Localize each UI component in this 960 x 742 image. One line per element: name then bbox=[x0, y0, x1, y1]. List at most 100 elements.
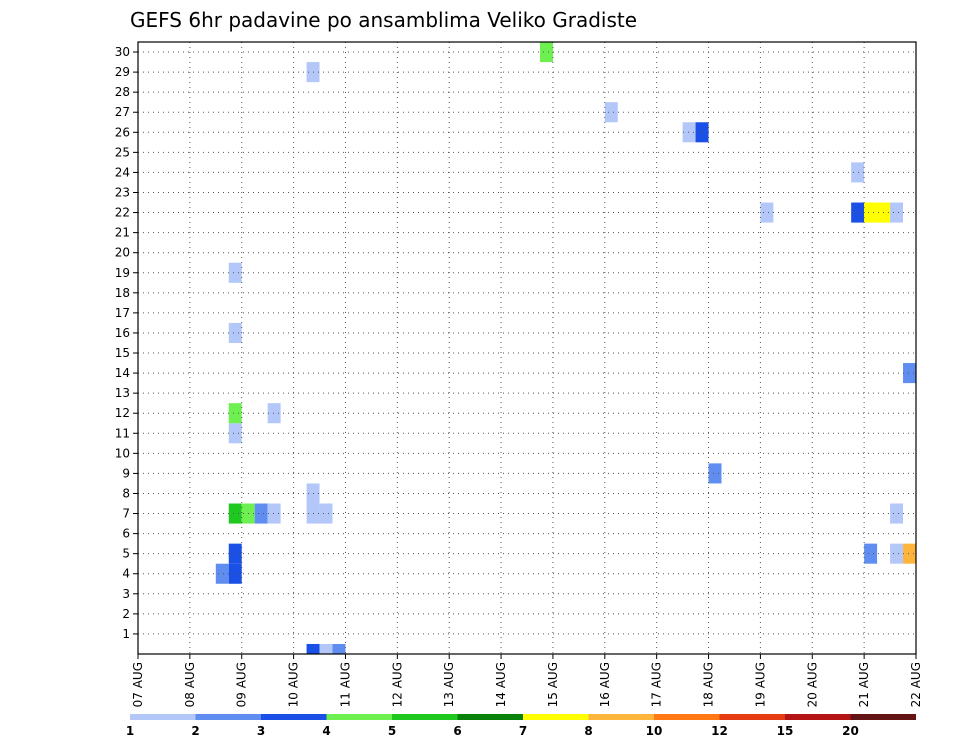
y-axis-ticks: 1234567891011121314151617181920212223242… bbox=[115, 45, 138, 641]
heatmap-cell bbox=[890, 543, 904, 564]
colorbar-swatch bbox=[588, 714, 654, 720]
heatmap-cell bbox=[228, 423, 242, 444]
heatmap-cell bbox=[228, 503, 242, 524]
y-tick-label: 23 bbox=[115, 185, 130, 199]
heatmap-cell bbox=[319, 503, 333, 524]
colorbar-label: 5 bbox=[388, 724, 396, 738]
heatmap-cell bbox=[760, 202, 774, 223]
heatmap-cell bbox=[851, 162, 865, 183]
heatmap-cell bbox=[864, 202, 878, 223]
colorbar-swatch bbox=[523, 714, 589, 720]
x-tick-label: 22 AUG bbox=[909, 662, 923, 707]
x-tick-label: 16 AUG bbox=[598, 662, 612, 707]
y-tick-label: 6 bbox=[122, 527, 130, 541]
colorbar-label: 10 bbox=[646, 724, 663, 738]
heatmap-cell bbox=[332, 643, 346, 654]
y-tick-label: 29 bbox=[115, 65, 130, 79]
heatmap-cell bbox=[708, 463, 722, 484]
y-tick-label: 28 bbox=[115, 85, 130, 99]
x-tick-label: 09 AUG bbox=[235, 662, 249, 707]
heatmap-cell bbox=[890, 503, 904, 524]
colorbar-swatch bbox=[850, 714, 916, 720]
x-tick-label: 17 AUG bbox=[650, 662, 664, 707]
y-tick-label: 11 bbox=[115, 426, 130, 440]
heatmap-cell bbox=[903, 363, 916, 384]
y-tick-label: 19 bbox=[115, 266, 130, 280]
heatmap-cell bbox=[604, 102, 618, 123]
heatmap-cell bbox=[539, 42, 553, 63]
y-tick-label: 7 bbox=[122, 507, 130, 521]
y-tick-label: 8 bbox=[122, 486, 130, 500]
heatmap-cell bbox=[228, 563, 242, 584]
heatmap-cell bbox=[306, 643, 320, 654]
grid-lines bbox=[138, 42, 916, 654]
x-tick-label: 10 AUG bbox=[287, 662, 301, 707]
y-tick-label: 5 bbox=[122, 547, 130, 561]
heatmap-cell bbox=[864, 543, 878, 564]
heatmap-cell bbox=[851, 202, 865, 223]
y-tick-label: 16 bbox=[115, 326, 130, 340]
colorbar-swatch bbox=[654, 714, 720, 720]
heatmap-cell bbox=[695, 122, 709, 143]
heatmap-cell bbox=[890, 202, 904, 223]
y-tick-label: 9 bbox=[122, 466, 130, 480]
x-tick-label: 21 AUG bbox=[857, 662, 871, 707]
y-tick-label: 22 bbox=[115, 206, 130, 220]
x-tick-label: 18 AUG bbox=[702, 662, 716, 707]
y-tick-label: 24 bbox=[115, 165, 130, 179]
heatmap-cell bbox=[267, 403, 281, 424]
plot-frame bbox=[137, 41, 917, 655]
x-axis-ticks: 07 AUG 08 AUG 09 AUG 10 AUG 11 AUG 12 AUG 13 A… bbox=[131, 654, 923, 707]
x-tick-label: 11 AUG bbox=[338, 662, 352, 707]
colorbar-label: 7 bbox=[519, 724, 527, 738]
y-tick-label: 27 bbox=[115, 105, 130, 119]
x-tick-label: 14 AUG bbox=[494, 662, 508, 707]
heatmap-cell bbox=[682, 122, 696, 143]
y-tick-label: 18 bbox=[115, 286, 130, 300]
colorbar-label: 3 bbox=[257, 724, 265, 738]
y-tick-label: 2 bbox=[122, 607, 130, 621]
colorbar-label: 1 bbox=[126, 724, 134, 738]
colorbar-label: 2 bbox=[191, 724, 199, 738]
colorbar-swatch bbox=[261, 714, 327, 720]
colorbar-swatch bbox=[785, 714, 851, 720]
heatmap-cell bbox=[319, 643, 333, 654]
y-tick-label: 3 bbox=[122, 587, 130, 601]
colorbar-swatch bbox=[457, 714, 523, 720]
heatmap-cell bbox=[903, 543, 916, 564]
colorbar-swatch bbox=[392, 714, 458, 720]
heatmap-cell bbox=[254, 503, 268, 524]
y-tick-label: 30 bbox=[115, 45, 130, 59]
y-tick-label: 10 bbox=[115, 446, 130, 460]
y-tick-label: 15 bbox=[115, 346, 130, 360]
heatmap-cell bbox=[228, 543, 242, 564]
y-tick-label: 26 bbox=[115, 125, 130, 139]
y-tick-label: 1 bbox=[122, 627, 130, 641]
heatmap-cell bbox=[228, 262, 242, 283]
y-tick-label: 13 bbox=[115, 386, 130, 400]
x-tick-label: 07 AUG bbox=[131, 662, 145, 707]
colorbar-swatch bbox=[326, 714, 392, 720]
colorbar-label: 12 bbox=[711, 724, 728, 738]
y-tick-label: 25 bbox=[115, 145, 130, 159]
colorbar-label: 4 bbox=[322, 724, 330, 738]
chart-title: GEFS 6hr padavine po ansamblima Veliko G… bbox=[130, 8, 637, 32]
y-tick-label: 14 bbox=[115, 366, 130, 380]
y-tick-label: 12 bbox=[115, 406, 130, 420]
x-tick-label: 13 AUG bbox=[442, 662, 456, 707]
y-tick-label: 4 bbox=[122, 567, 130, 581]
colorbar-swatch bbox=[195, 714, 261, 720]
y-tick-label: 17 bbox=[115, 306, 130, 320]
colorbar-label: 15 bbox=[777, 724, 794, 738]
colorbar-swatch bbox=[130, 714, 196, 720]
colorbar-label: 20 bbox=[842, 724, 859, 738]
x-tick-label: 19 AUG bbox=[753, 662, 767, 707]
colorbar-label: 6 bbox=[453, 724, 461, 738]
x-tick-label: 12 AUG bbox=[390, 662, 404, 707]
colorbar-label: 8 bbox=[584, 724, 592, 738]
x-tick-label: 15 AUG bbox=[546, 662, 560, 707]
y-tick-label: 20 bbox=[115, 246, 130, 260]
heatmap-cell bbox=[267, 503, 281, 524]
colorbar: 1 2 3 4 5 6 7 8 10 12 15 20 bbox=[126, 714, 916, 738]
